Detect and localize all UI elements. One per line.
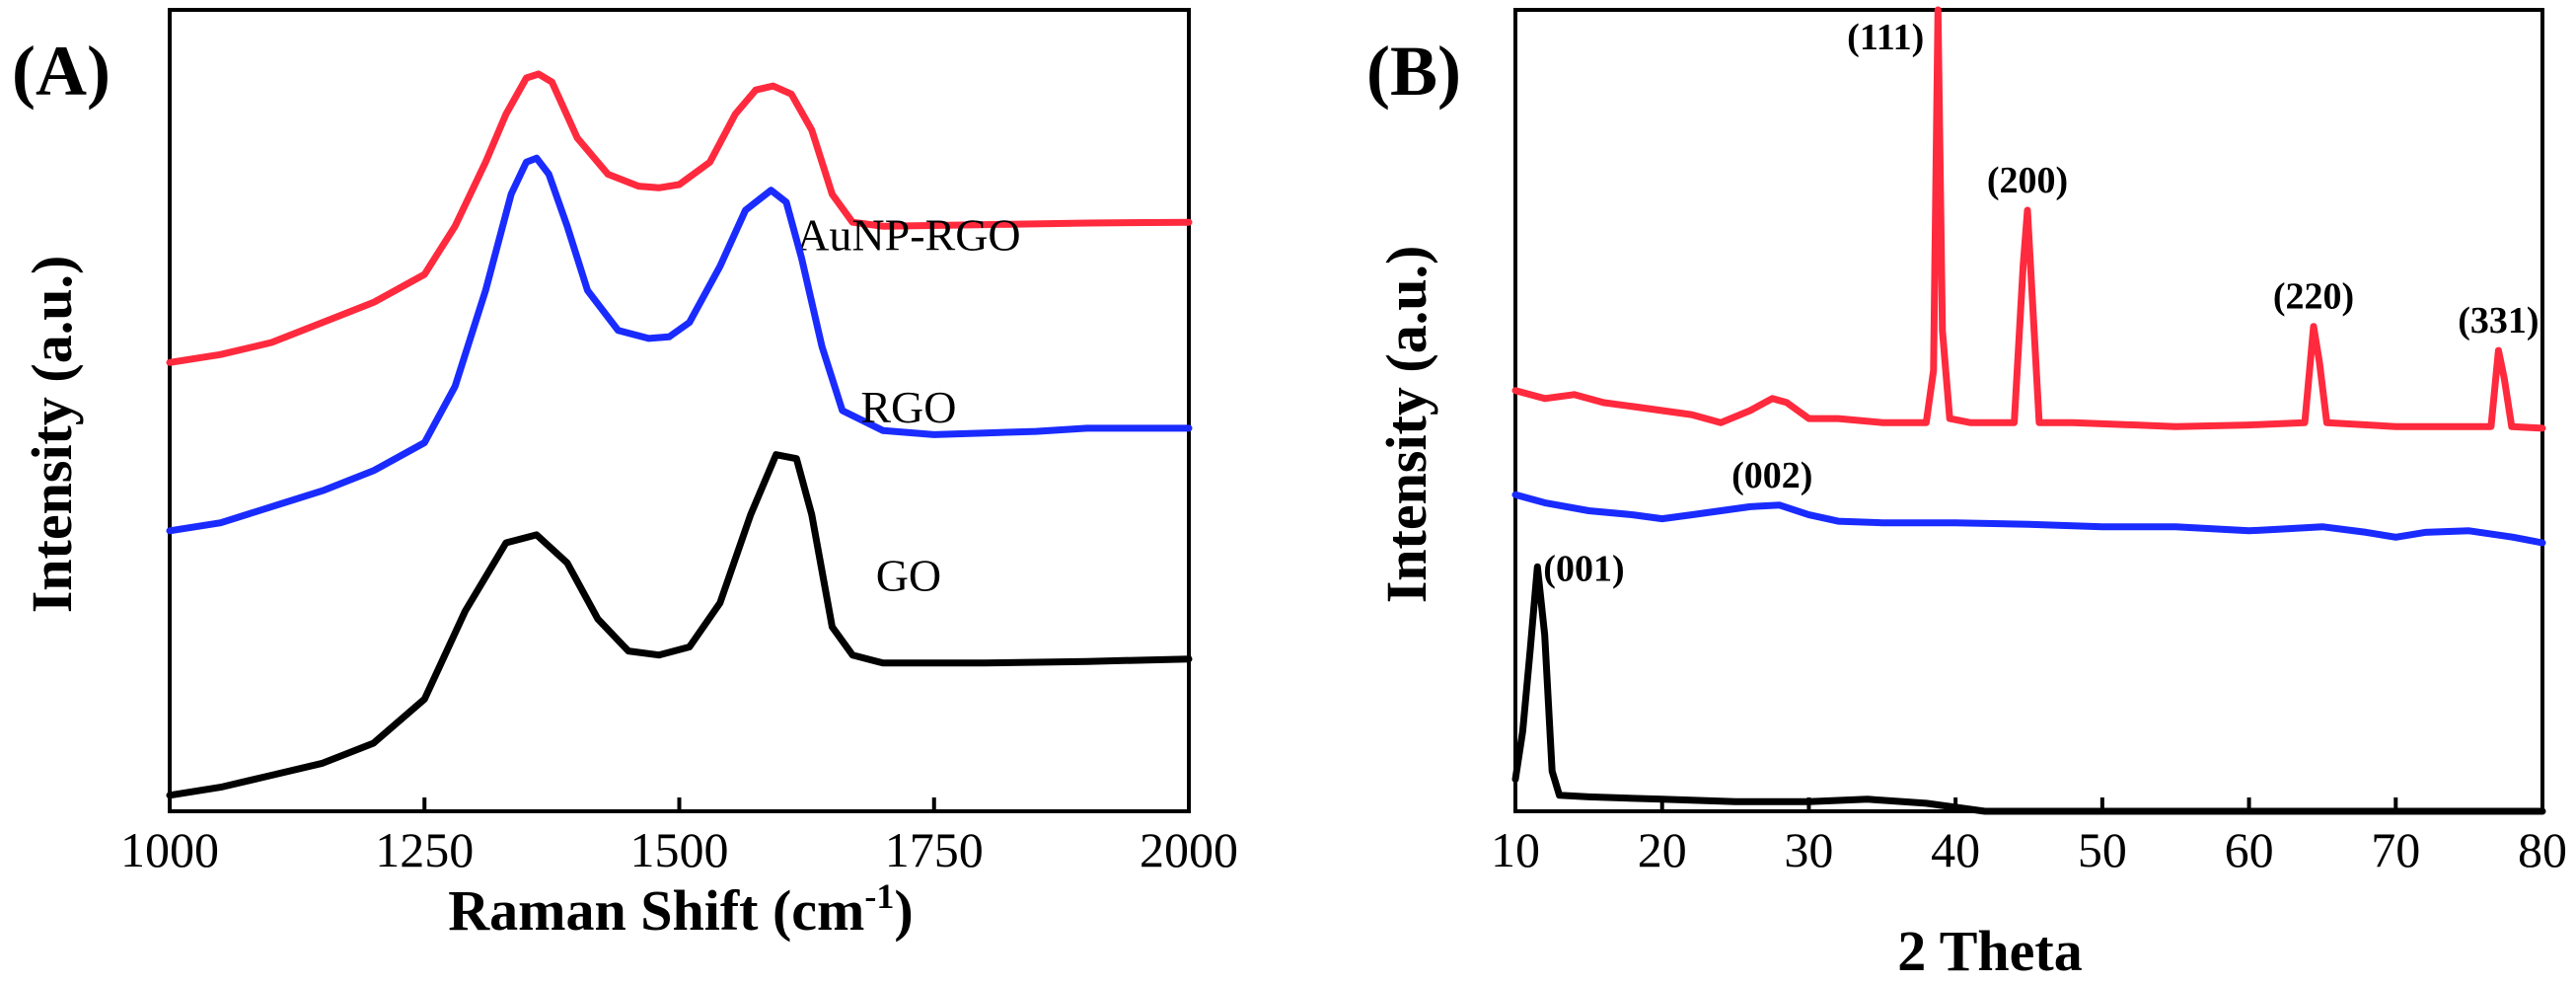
panel-b-x-tick-label: 30: [1784, 822, 1833, 877]
panel-b-label: (B): [1366, 32, 1461, 111]
panel-a-series-label: AuNP-RGO: [796, 210, 1020, 261]
panel-b-x-axis-title: 2 Theta: [1897, 919, 2082, 983]
panel-b-x-tick-label: 50: [2078, 822, 2127, 877]
panel-a-x-axis-title: Raman Shift (cm-1): [448, 876, 913, 943]
panel-a: (A) 1000 1250 1500 1750 2000 AuNP-RGO RGO GO Ra…: [12, 8, 1238, 943]
panel-b-plot-area: 10 20 30 40 50 60 70 80 (111) (200) (220) (331) (002…: [1491, 6, 2567, 877]
panel-a-x-tick-label: 1000: [120, 822, 219, 877]
panel-b-series-go: [1511, 563, 2546, 815]
panel-b-peak-label: (220): [2273, 276, 2354, 318]
panel-b-x-tick-label: 40: [1931, 822, 1980, 877]
panel-b: (B) 10 20 30 40 50 60 70 80 (111) (200) (220) (331)…: [1366, 6, 2567, 983]
panel-a-series-rgo: [166, 154, 1193, 535]
panel-a-series-aunp-rgo: [166, 70, 1193, 366]
panel-a-series-go: [166, 451, 1193, 799]
panel-b-peak-label: (331): [2458, 300, 2539, 341]
panel-a-x-tick-label: 2000: [1140, 822, 1238, 877]
panel-b-peak-label: (001): [1543, 548, 1624, 589]
panel-a-axes-frame: [168, 8, 1191, 813]
panel-a-series-label: RGO: [860, 382, 956, 432]
panel-a-series-label: GO: [876, 551, 941, 601]
panel-b-x-tick-label: 60: [2225, 822, 2274, 877]
panel-b-peak-label: (200): [1987, 160, 2068, 201]
panel-b-series-aunp-rgo: [1511, 6, 2546, 432]
panel-b-peak-label: (111): [1847, 17, 1924, 58]
panel-a-label: (A): [12, 32, 110, 111]
panel-b-x-tick-label: 10: [1491, 822, 1540, 877]
panel-a-x-tick-label: 1750: [885, 822, 984, 877]
panel-b-x-tick-label: 70: [2371, 822, 2420, 877]
panel-a-x-tick-label: 1250: [375, 822, 474, 877]
panel-a-y-axis-title: Intensity (a.u.): [20, 256, 84, 614]
panel-b-x-tick-label: 20: [1638, 822, 1687, 877]
panel-a-x-tick-label: 1500: [630, 822, 729, 877]
panel-b-x-tick-label: 80: [2518, 822, 2567, 877]
panel-a-plot-area: 1000 1250 1500 1750 2000 AuNP-RGO RGO GO: [120, 8, 1238, 877]
panel-b-y-axis-title: Intensity (a.u.): [1374, 246, 1438, 604]
panel-b-peak-label: (002): [1731, 455, 1812, 496]
panel-b-series-rgo: [1511, 491, 2546, 547]
